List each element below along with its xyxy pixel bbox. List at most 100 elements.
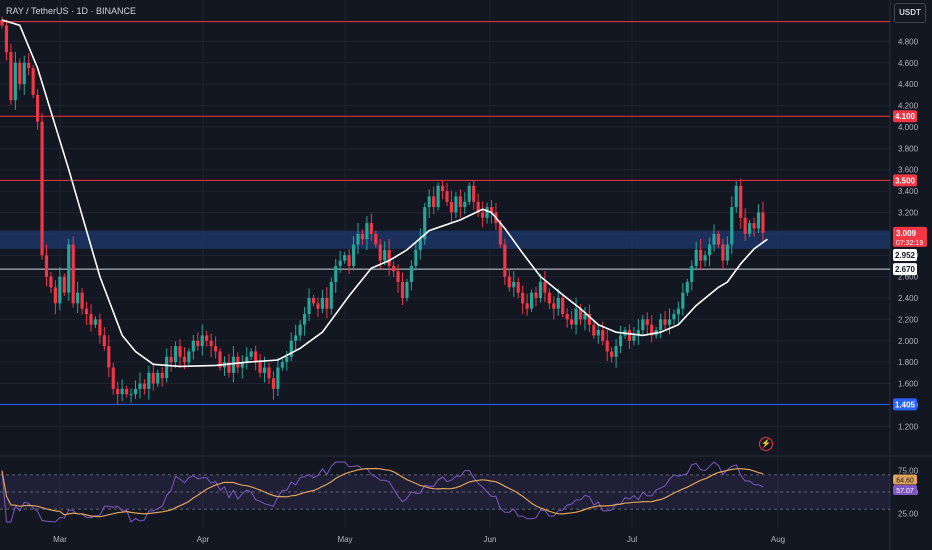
candle-body (730, 207, 734, 245)
candle-body (4, 25, 9, 53)
candle-body (739, 185, 743, 218)
currency-button[interactable]: USDT (894, 3, 926, 23)
candle-body (76, 292, 80, 304)
candle-body (249, 351, 253, 357)
ma-value-bg (893, 248, 917, 261)
candle-body (254, 351, 258, 363)
time-tick-label: Jun (484, 535, 497, 544)
level-price-label-bg (893, 110, 917, 123)
candle-body (129, 394, 133, 396)
candles (0, 16, 765, 406)
candle-body (699, 249, 703, 261)
candle-body (627, 330, 632, 341)
demand-zone (0, 230, 890, 249)
chart-grid (0, 0, 891, 550)
level-price-label: 4.100 (895, 112, 916, 121)
price-tick-label: 2.400 (898, 294, 919, 303)
candle-body (543, 281, 547, 293)
lightning-icon[interactable]: ⚡ (759, 437, 773, 451)
candle-body (418, 239, 422, 250)
candle-body (561, 298, 565, 315)
level-price-label-bg (893, 263, 917, 276)
candle-body (307, 298, 311, 315)
candle-body (338, 260, 342, 266)
candle-body (721, 244, 725, 261)
candle-body (614, 346, 618, 357)
horizontal-levels (0, 21, 890, 405)
candle-body (748, 223, 752, 234)
candle-body (667, 319, 672, 325)
candle-body (641, 319, 645, 331)
candle-body (289, 340, 293, 357)
candle-body (405, 281, 409, 298)
candle-body (320, 298, 324, 309)
candle-body (534, 292, 538, 298)
candle-body (245, 356, 249, 363)
candle-body (618, 335, 623, 347)
candle-body (27, 62, 31, 69)
candle-body (182, 356, 187, 363)
level-price-label-bg (893, 174, 917, 187)
candle-body (160, 372, 164, 379)
candle-body (347, 255, 351, 266)
rsi-value-label: 64.60 (896, 477, 914, 484)
candle-body (601, 330, 605, 341)
rsi-tick-label: 25.00 (898, 509, 919, 518)
candle-body (67, 244, 71, 293)
candle-body (485, 207, 489, 218)
candle-body (343, 255, 347, 261)
candle-body (383, 249, 387, 261)
candle-body (449, 201, 454, 213)
candle-body (262, 367, 267, 373)
candle-body (409, 265, 413, 282)
candle-body (761, 212, 765, 233)
candle-body (298, 324, 302, 336)
candle-body (423, 207, 427, 240)
time-axis: Mar Apr May Jun Jul Aug (53, 535, 785, 544)
price-tick-label: 3.200 (898, 208, 919, 217)
level-price-label: 2.670 (895, 265, 916, 274)
price-tick-label: 1.600 (898, 380, 919, 389)
rsi-value-bg (893, 474, 917, 485)
candle-body (329, 281, 333, 309)
candle-body (414, 249, 418, 266)
last-price-bg (893, 226, 927, 247)
symbol-title: RAY / TetherUS · 1D · BINANCE (6, 6, 137, 16)
candle-body (271, 378, 276, 389)
candle-body (44, 255, 49, 277)
price-tick-label: 3.400 (898, 187, 919, 196)
candle-body (218, 351, 222, 368)
rsi-ma-value-bg (893, 484, 917, 495)
candle-body (463, 201, 467, 208)
candle-body (58, 276, 62, 304)
candle-body (734, 185, 738, 208)
candle-body (476, 201, 480, 213)
candle-body (214, 346, 218, 352)
candle-body (712, 233, 716, 245)
candle-body (236, 356, 240, 368)
candle-body (303, 314, 307, 325)
candle-body (142, 383, 146, 389)
candle-body (587, 314, 591, 325)
candle-body (538, 281, 543, 298)
candle-body (752, 223, 756, 229)
rsi-line (1, 461, 764, 523)
candle-body (570, 319, 574, 325)
candle-body (454, 196, 458, 213)
candle-body (369, 223, 373, 234)
candle-body (672, 314, 676, 320)
candle-body (583, 314, 587, 320)
level-price-label-bg (893, 398, 917, 411)
candle-body (681, 292, 685, 309)
candle-body (84, 308, 89, 315)
candle-body (0, 20, 4, 26)
candle-body (516, 281, 520, 293)
candle-body (556, 298, 560, 309)
candle-body (592, 324, 596, 336)
candle-body (169, 356, 173, 363)
price-tick-label: 2.600 (898, 273, 919, 282)
rsi-ma-value-label: 57.07 (896, 488, 914, 495)
candle-body (280, 362, 284, 368)
candle-body (22, 62, 26, 85)
